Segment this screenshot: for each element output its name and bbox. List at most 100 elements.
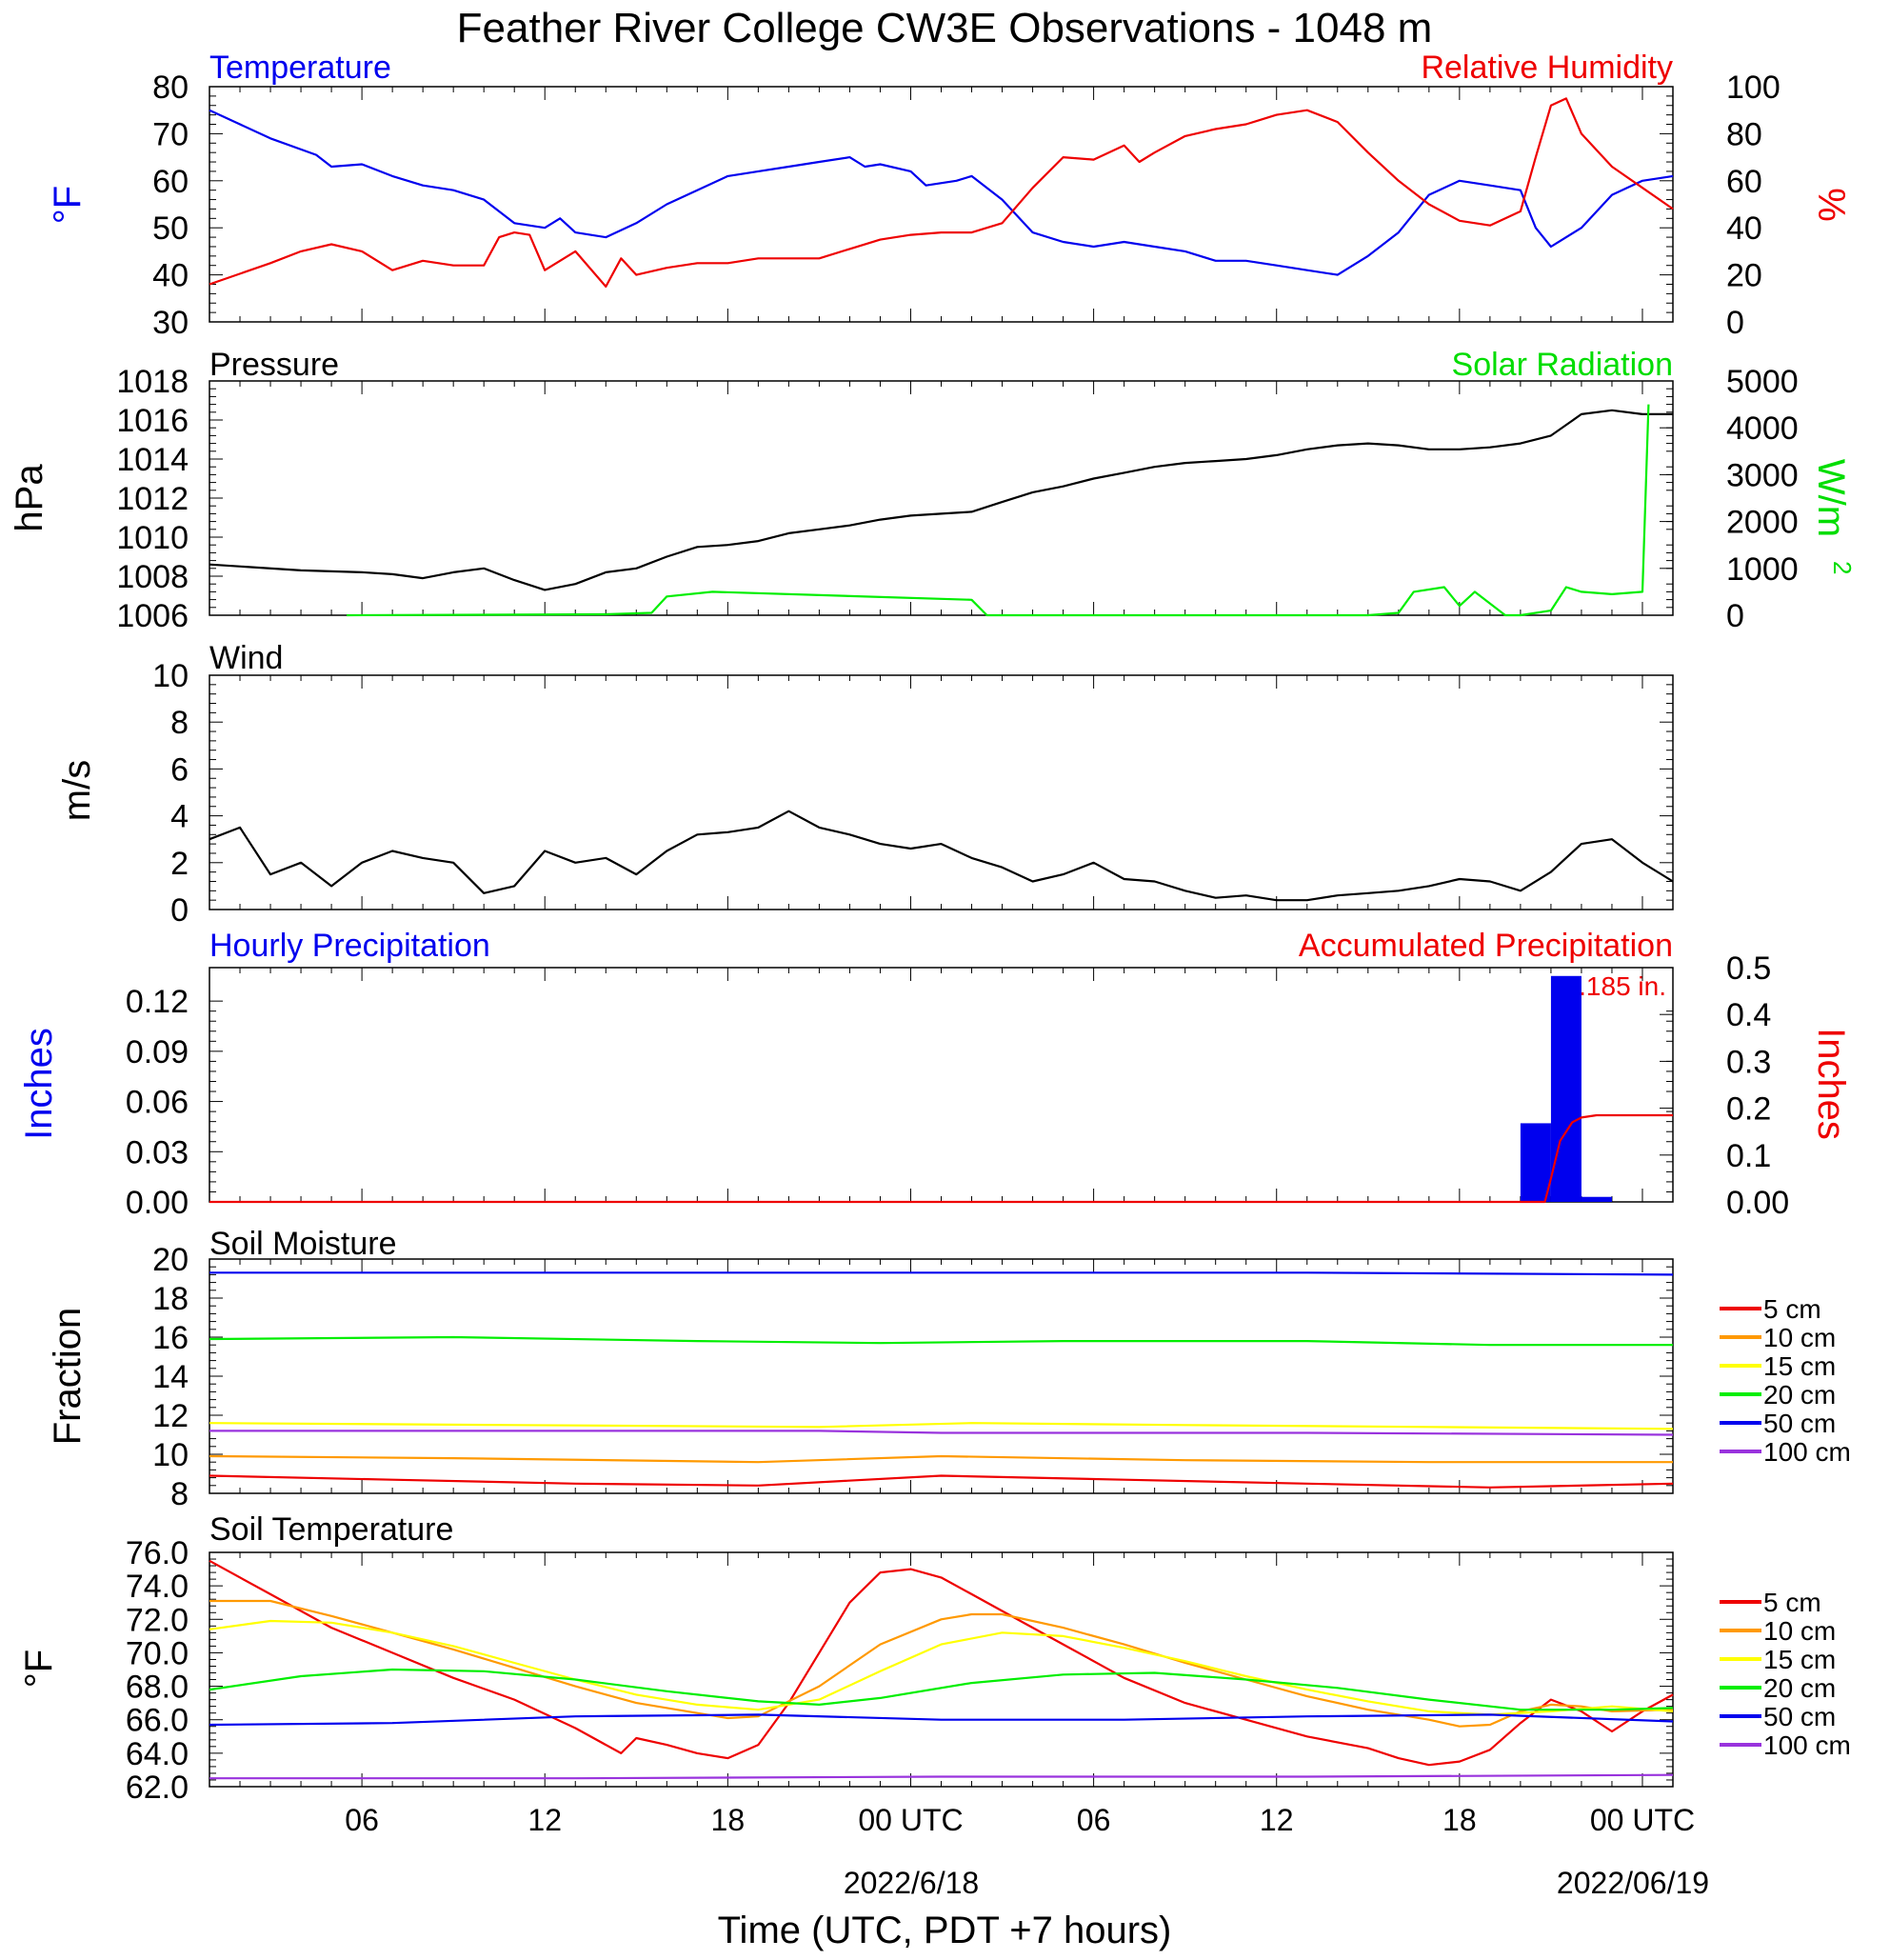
y-tick-label: 8	[170, 1476, 189, 1512]
series-line-100-cm	[209, 1773, 1674, 1780]
x-axis: 2022/6/18 2022/06/19 Time (UTC, PDT +7 h…	[718, 1866, 1709, 1951]
y-tick-label: 50	[152, 210, 189, 247]
legend-label: 15 cm	[1763, 1645, 1836, 1674]
y-tick-label: 62.0	[126, 1770, 189, 1806]
series-line-temperature	[209, 109, 1674, 276]
y-tick-label: 40	[152, 258, 189, 294]
series-line-wind	[209, 810, 1674, 902]
accum-axis-title: Inches	[1810, 1028, 1852, 1140]
series-line-20-cm	[209, 1335, 1673, 1347]
wind-axis-title: m/s	[56, 760, 98, 821]
series-line-15-cm	[209, 1422, 1674, 1430]
x-tick-label: 00 UTC	[858, 1803, 963, 1837]
y2-tick-label: 0.1	[1726, 1138, 1771, 1174]
legend-label: 100 cm	[1763, 1437, 1851, 1467]
y2-tick-label: 80	[1726, 116, 1762, 152]
series-line-50-cm	[209, 1271, 1674, 1276]
temp-axis-title: °F	[47, 186, 89, 224]
plot-frame	[209, 86, 1674, 323]
precip-bar	[1550, 975, 1582, 1202]
temperature-label: Temperature	[209, 50, 391, 86]
y-tick-label: 16	[152, 1320, 189, 1356]
y-tick-label: 1018	[116, 364, 189, 400]
y-tick-label: 0	[170, 892, 189, 929]
panel-plot-soil_temp: 62.064.066.068.070.072.074.076.0 06 12 18 00…	[126, 1535, 1695, 1837]
y-tick-label: 76.0	[126, 1535, 189, 1571]
y-tick-label: 1016	[116, 403, 189, 439]
x-tick-label: 00 UTC	[1590, 1803, 1695, 1837]
legend-label: 10 cm	[1763, 1616, 1836, 1646]
series-line-solar-radiation	[347, 404, 1650, 617]
y-tick-label: 12	[152, 1398, 189, 1434]
plot-frame	[209, 967, 1674, 1203]
x-tick-label: 12	[527, 1803, 562, 1837]
y-tick-label: 0.09	[126, 1034, 189, 1070]
y2-tick-label: 40	[1726, 210, 1762, 247]
wind-label: Wind	[209, 640, 283, 676]
series-line-10-cm	[209, 1599, 1674, 1728]
x-tick-label: 18	[1442, 1803, 1477, 1837]
y-tick-label: 1012	[116, 481, 189, 517]
x-date-2: 2022/06/19	[1557, 1866, 1709, 1900]
series-line-15-cm	[209, 1619, 1674, 1716]
y-tick-label: 66.0	[126, 1703, 189, 1739]
chart-marks: 3040506070800204060801001006100810101012…	[116, 70, 1850, 1837]
y-tick-label: 1014	[116, 442, 189, 478]
panel-wind: Wind m/s	[56, 640, 283, 821]
panel-precip: Hourly Precipitation Accumulated Precipi…	[18, 928, 1852, 1140]
y2-tick-label: 4000	[1726, 410, 1799, 447]
solar-label: Solar Radiation	[1452, 347, 1673, 383]
pressure-axis-title: hPa	[9, 464, 50, 532]
y2-tick-label: 20	[1726, 258, 1762, 294]
y-tick-label: 70	[152, 116, 189, 152]
x-axis-title: Time (UTC, PDT +7 hours)	[718, 1910, 1172, 1951]
series-line-relative-humidity	[209, 97, 1674, 288]
y2-tick-label: 2000	[1726, 505, 1799, 541]
legend-label: 15 cm	[1763, 1351, 1836, 1381]
y2-tick-label: 0.00	[1726, 1185, 1789, 1221]
x-tick-label: 06	[345, 1803, 379, 1837]
chart-title: Feather River College CW3E Observations …	[457, 5, 1433, 51]
y-tick-label: 6	[170, 751, 189, 788]
y-tick-label: 64.0	[126, 1736, 189, 1772]
series-line-5-cm	[209, 1559, 1674, 1767]
series-line-50-cm	[209, 1713, 1674, 1727]
legend-label: 50 cm	[1763, 1409, 1836, 1438]
rh-axis-title: %	[1810, 188, 1852, 222]
series-line-5-cm	[209, 1474, 1674, 1489]
y-tick-label: 18	[152, 1281, 189, 1317]
x-tick-label: 06	[1077, 1803, 1111, 1837]
panel-soil-temperature: Soil Temperature °F	[18, 1511, 453, 1688]
y-tick-label: 30	[152, 305, 189, 341]
y-tick-label: 4	[170, 799, 189, 835]
y2-tick-label: 3000	[1726, 457, 1799, 493]
soil-moisture-axis-title: Fraction	[47, 1308, 89, 1446]
panel-plot-temp_rh: 30 40 50 60 70 80 0 20 40 60 80 100	[152, 70, 1781, 341]
y-tick-label: 0.12	[126, 984, 189, 1020]
x-date-1: 2022/6/18	[844, 1866, 979, 1900]
y-tick-label: 8	[170, 705, 189, 741]
y2-tick-label: 0.2	[1726, 1091, 1771, 1128]
y-tick-label: 60	[152, 164, 189, 200]
y2-tick-label: 0.3	[1726, 1044, 1771, 1080]
legend-label: 20 cm	[1763, 1673, 1836, 1703]
y2-tick-label: 0	[1726, 305, 1744, 341]
rh-label: Relative Humidity	[1421, 50, 1673, 86]
y-tick-label: 68.0	[126, 1670, 189, 1706]
y2-tick-label: 60	[1726, 164, 1762, 200]
y-tick-label: 74.0	[126, 1569, 189, 1605]
legend-label: 10 cm	[1763, 1323, 1836, 1352]
y-tick-label: 0.03	[126, 1134, 189, 1170]
soil-temperature-label: Soil Temperature	[209, 1511, 453, 1548]
panel-soil-moisture: Soil Moisture Fraction	[47, 1226, 397, 1445]
solar-axis-title-text: W/m	[1810, 459, 1852, 537]
x-tick-label: 18	[711, 1803, 746, 1837]
solar-axis-title: W/m 2	[1810, 459, 1857, 575]
y2-tick-label: 1000	[1726, 551, 1799, 588]
y2-tick-label: 0.5	[1726, 950, 1771, 987]
